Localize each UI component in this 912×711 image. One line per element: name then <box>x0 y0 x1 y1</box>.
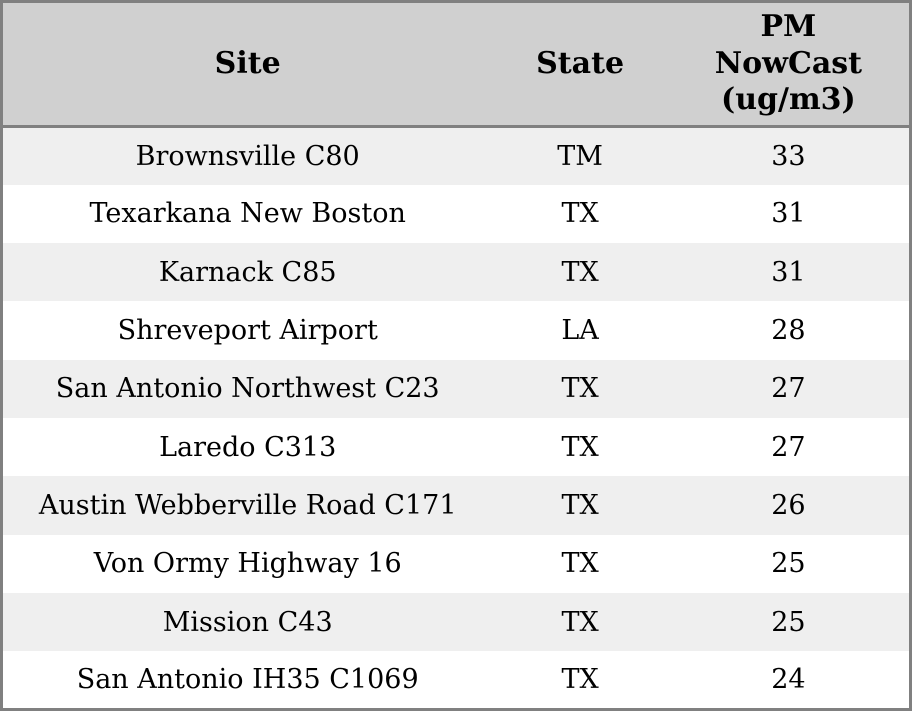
site-cell: Mission C43 <box>162 606 333 638</box>
table-row: Karnack C85 TX 31 <box>1 243 911 302</box>
state-cell: TX <box>561 606 599 638</box>
pm-nowcast-cell: 26 <box>771 489 806 521</box>
pm-nowcast-cell: 25 <box>771 606 806 638</box>
site-cell: Laredo C313 <box>159 431 337 463</box>
table-row: Brownsville C80 TM 33 <box>1 126 911 185</box>
table-row: San Antonio Northwest C23 TX 27 <box>1 359 911 418</box>
table-row: Mission C43 TX 25 <box>1 592 911 652</box>
table-row: Von Ormy Highway 16 TX 25 <box>1 534 911 593</box>
pm-nowcast-cell: 25 <box>771 548 806 580</box>
site-column-header: Site <box>1 1 493 128</box>
site-cell: Austin Webberville Road C171 <box>38 489 457 521</box>
state-cell: TX <box>561 664 599 696</box>
state-cell: TX <box>561 548 599 580</box>
pm-nowcast-cell: 27 <box>771 373 806 405</box>
state-cell: TX <box>561 431 599 463</box>
table-body: Brownsville C80 TM 33 Texarkana New Boston T… <box>1 126 911 710</box>
table-row: Shreveport Airport LA 28 <box>1 301 911 360</box>
site-cell: Shreveport Airport <box>117 315 378 347</box>
site-cell: San Antonio Northwest C23 <box>55 373 440 405</box>
pm-nowcast-cell: 33 <box>771 140 806 172</box>
site-cell: Texarkana New Boston <box>89 198 406 230</box>
state-cell: TM <box>557 140 603 172</box>
site-cell: Brownsville C80 <box>135 140 360 172</box>
pm-nowcast-cell: 28 <box>771 315 806 347</box>
state-cell: TX <box>561 198 599 230</box>
state-cell: TX <box>561 256 599 288</box>
table-row: Austin Webberville Road C171 TX 26 <box>1 476 911 535</box>
state-column-header: State <box>492 1 668 128</box>
state-cell: TX <box>561 489 599 521</box>
pm-nowcast-header-label: PM NowCast (ug/m3) <box>714 9 863 118</box>
state-cell: TX <box>561 373 599 405</box>
site-cell: San Antonio IH35 C1069 <box>76 664 419 696</box>
state-cell: LA <box>561 315 599 347</box>
table-row: Texarkana New Boston TX 31 <box>1 184 911 244</box>
site-cell: Karnack C85 <box>158 256 337 288</box>
pm-nowcast-cell: 31 <box>771 198 806 230</box>
pm-nowcast-cell: 31 <box>771 256 806 288</box>
table-header: Site State PM NowCast (ug/m3) <box>1 1 911 128</box>
table-row: Laredo C313 TX 27 <box>1 417 911 477</box>
site-cell: Von Ormy Highway 16 <box>93 548 402 580</box>
pm-nowcast-column-header: PM NowCast (ug/m3) <box>667 1 911 128</box>
pm-nowcast-cell: 24 <box>771 664 806 696</box>
table-row: San Antonio IH35 C1069 TX 24 <box>1 651 911 710</box>
pm-nowcast-cell: 27 <box>771 431 806 463</box>
header-row: Site State PM NowCast (ug/m3) <box>1 1 911 128</box>
